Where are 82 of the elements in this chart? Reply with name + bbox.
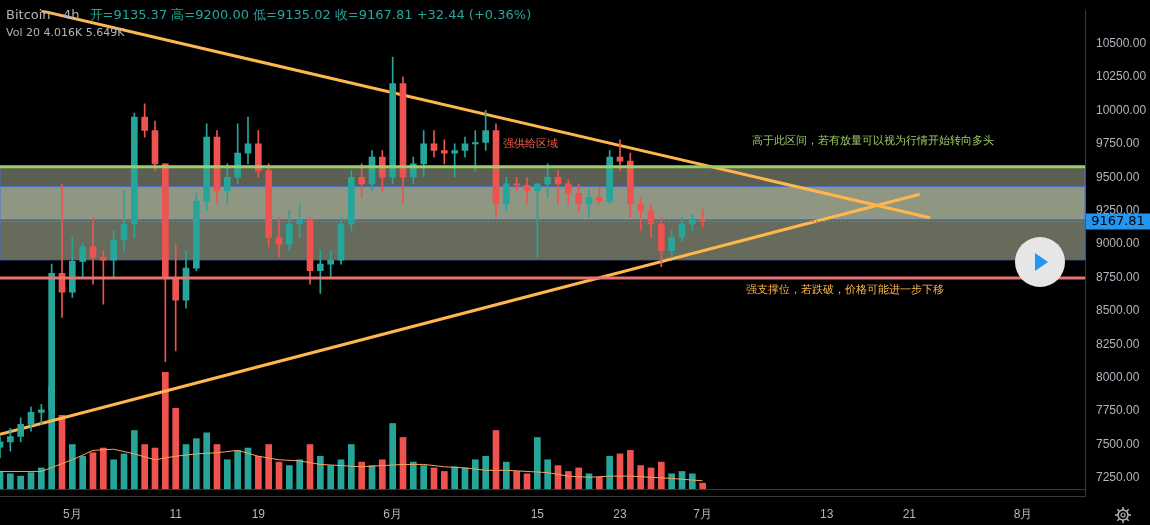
bar [110, 459, 117, 489]
x-tick-label: 15 [530, 507, 545, 522]
bar [234, 450, 241, 489]
y-tick-label: 8250.00 [1096, 336, 1140, 351]
bar [637, 465, 644, 489]
bar [420, 465, 427, 489]
y-tick-label: 8000.00 [1096, 369, 1140, 384]
bar [441, 471, 448, 489]
bar [534, 437, 541, 489]
y-tick-label: 7750.00 [1096, 403, 1140, 418]
bar [575, 467, 582, 489]
candlestick [244, 116, 252, 165]
annotation: 强供给区域 [502, 135, 558, 151]
x-tick-label: 23 [613, 507, 627, 522]
x-tick-label: 11 [169, 507, 183, 522]
y-tick-label: 7500.00 [1096, 436, 1140, 451]
chart-subtitle: 开=9135.37 高=9200.00 低=9135.02 收=9167.81 +32.44 (+0.36%) [89, 7, 532, 22]
annotation: 强支撑位，若跌破，价格可能进一步下移 [746, 281, 944, 297]
bar [472, 459, 479, 489]
bar [689, 473, 696, 489]
bar [358, 461, 365, 489]
bar [131, 430, 138, 489]
bar [203, 432, 210, 489]
candlestick [523, 176, 531, 205]
bar [224, 459, 231, 489]
bar [668, 473, 675, 489]
bar [348, 444, 355, 489]
bar [503, 461, 510, 489]
bar [100, 447, 107, 489]
y-tick-label: 9500.00 [1096, 169, 1140, 184]
bar [162, 372, 169, 489]
bar [275, 461, 283, 489]
y-tick-label: 8500.00 [1096, 303, 1140, 318]
bar [286, 465, 293, 489]
x-tick-label: 21 [902, 507, 917, 522]
bar [79, 455, 86, 489]
annotation: 高于此区间，若有放量可以视为行情开始转向多头 [752, 132, 994, 148]
bar [379, 459, 386, 489]
bar [482, 455, 489, 489]
bar [17, 475, 24, 489]
bar [596, 476, 603, 489]
y-tick-label: 10250.00 [1096, 69, 1147, 84]
bar [296, 459, 303, 489]
bar [27, 472, 35, 489]
bar [327, 465, 334, 489]
y-tick-label: 9000.00 [1096, 236, 1140, 251]
x-tick-label: 8月 [1013, 507, 1033, 522]
bar [451, 466, 458, 489]
candlestick [89, 216, 97, 285]
bar [69, 444, 76, 489]
y-tick-label: 8750.00 [1096, 269, 1140, 284]
bar [265, 444, 272, 489]
bar [699, 482, 706, 489]
x-tick-label: 7月 [693, 507, 713, 522]
x-tick-label: 5月 [62, 507, 82, 522]
bar [627, 450, 634, 489]
bar [565, 471, 572, 489]
y-tick-label: 10500.00 [1096, 35, 1147, 50]
candlestick [616, 139, 624, 171]
x-tick-label: 6月 [383, 507, 403, 522]
y-tick-label: 7250.00 [1096, 470, 1140, 485]
bar [523, 473, 531, 489]
y-tick-label: 10000.00 [1096, 102, 1147, 117]
bar [172, 407, 179, 489]
bar [317, 455, 324, 489]
bar [38, 467, 45, 489]
y-tick-label: 9750.00 [1096, 136, 1140, 151]
bar [513, 471, 520, 489]
bar [410, 461, 417, 489]
bar [7, 473, 14, 489]
bar [193, 438, 200, 489]
bar [658, 461, 665, 489]
bar [606, 455, 613, 489]
ref-line-label: 9167.81 [1091, 213, 1145, 228]
x-tick-label: 19 [251, 507, 266, 522]
bar [255, 455, 262, 489]
bar [544, 459, 551, 489]
x-tick-label: 13 [819, 507, 834, 522]
bar [89, 452, 97, 489]
bar [389, 423, 396, 489]
bar [141, 444, 148, 489]
annotation: Vol 20 4.016K 5.649K [6, 25, 125, 39]
